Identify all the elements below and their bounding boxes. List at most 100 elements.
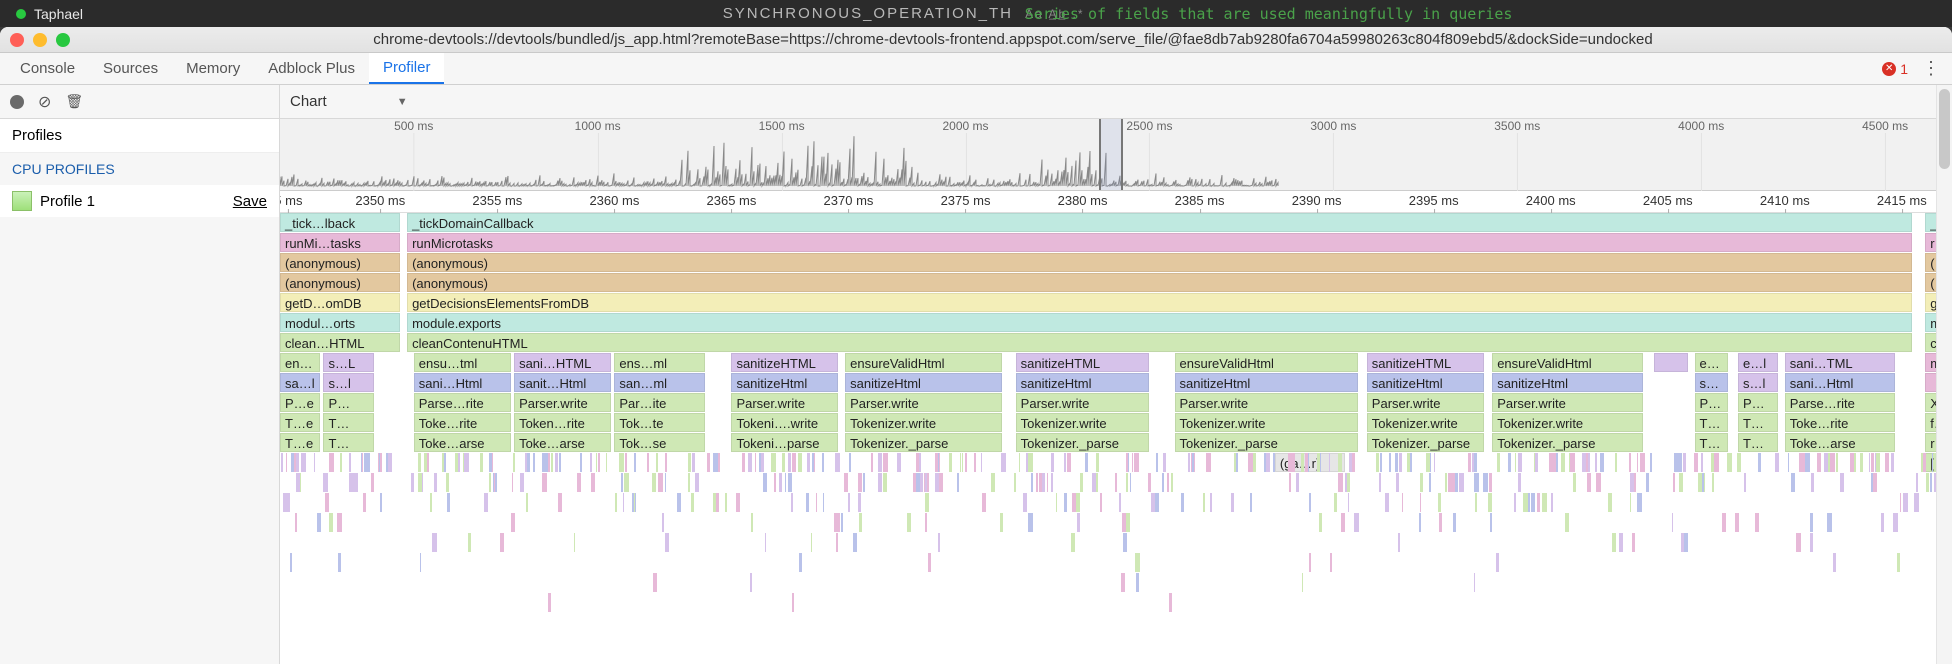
flame-bar[interactable]: module.exports	[407, 313, 1912, 332]
flame-bar[interactable]: P…	[1738, 393, 1778, 412]
tab-console[interactable]: Console	[6, 53, 89, 84]
flame-bar[interactable]: s…	[1695, 373, 1728, 392]
flame-bar[interactable]: Parser.write	[1492, 393, 1642, 412]
flame-bar[interactable]: T…	[1695, 413, 1728, 432]
flame-bar[interactable]: T…e	[280, 413, 320, 432]
flame-bar[interactable]: P…	[1695, 393, 1728, 412]
flame-ruler[interactable]: 5 ms2350 ms2355 ms2360 ms2365 ms2370 ms2…	[280, 191, 1952, 213]
flame-bar[interactable]: sanitizeHtml	[1367, 373, 1484, 392]
flame-bar[interactable]: Parse…rite	[414, 393, 511, 412]
flame-bar[interactable]: Tok…te	[614, 413, 704, 432]
flame-bar[interactable]: ensureValidHtml	[1492, 353, 1642, 372]
record-button[interactable]	[10, 95, 24, 109]
more-menu-button[interactable]: ⋮	[1916, 58, 1946, 79]
flame-bar[interactable]: e…l	[1738, 353, 1778, 372]
flame-bar[interactable]: modul…orts	[280, 313, 400, 332]
flame-bar[interactable]: Parser.write	[1175, 393, 1359, 412]
flame-bar[interactable]: T…e	[280, 433, 320, 452]
flame-bar[interactable]: sanit…Html	[514, 373, 611, 392]
window-titlebar[interactable]: chrome-devtools://devtools/bundled/js_ap…	[0, 27, 1952, 53]
flame-bar[interactable]: ens…ml	[614, 353, 704, 372]
flame-bar[interactable]: Parse…rite	[1785, 393, 1895, 412]
flame-bar[interactable]: Tokenizer._parse	[1175, 433, 1359, 452]
flame-bar[interactable]: sanitizeHtml	[845, 373, 1002, 392]
tab-sources[interactable]: Sources	[89, 53, 172, 84]
flame-bar[interactable]: sani…HTML	[514, 353, 611, 372]
flame-bar[interactable]: cleanContenuHTML	[407, 333, 1912, 352]
flame-bar[interactable]: getDecisionsElementsFromDB	[407, 293, 1912, 312]
flame-bar[interactable]: sani…Html	[1785, 373, 1895, 392]
flame-bar[interactable]: san…ml	[614, 373, 704, 392]
flame-bar[interactable]: sa…l	[280, 373, 320, 392]
flame-bar[interactable]: runMi…tasks	[280, 233, 400, 252]
overview-viewport-handle[interactable]	[1099, 119, 1122, 190]
flame-bar[interactable]: (anonymous)	[280, 273, 400, 292]
flame-bar[interactable]: Tokenizer.write	[1367, 413, 1484, 432]
delete-button[interactable]: 🗑	[65, 93, 83, 110]
flame-bar[interactable]: ensureValidHtml	[1175, 353, 1359, 372]
flame-bar[interactable]: Tokenizer._parse	[1492, 433, 1642, 452]
flame-bar[interactable]: Toke…arse	[1785, 433, 1895, 452]
fullscreen-window-button[interactable]	[56, 33, 70, 47]
flame-bar[interactable]: Tokeni…parse	[731, 433, 838, 452]
tab-adblock-plus[interactable]: Adblock Plus	[254, 53, 369, 84]
flame-bar[interactable]: Tokenizer.write	[845, 413, 1002, 432]
save-profile-link[interactable]: Save	[233, 193, 267, 210]
flame-bar[interactable]: (anonymous)	[280, 253, 400, 272]
flame-bar[interactable]: runMicrotasks	[407, 233, 1912, 252]
flame-bar[interactable]: sanitizeHtml	[1175, 373, 1359, 392]
flame-bar[interactable]: sanitizeHtml	[1016, 373, 1150, 392]
flame-bar[interactable]: Toke…arse	[414, 433, 511, 452]
flame-bar[interactable]: Parser.write	[845, 393, 1002, 412]
flame-bar[interactable]: T…	[323, 433, 373, 452]
flame-bar[interactable]: sanitizeHTML	[1016, 353, 1150, 372]
flame-chart[interactable]: _tick…lback_tickDomainCallback_…krunMi…t…	[280, 213, 1952, 664]
flame-bar[interactable]: Tok…se	[614, 433, 704, 452]
flame-bar[interactable]: Tokenizer._parse	[1367, 433, 1484, 452]
flame-bar[interactable]: sani…TML	[1785, 353, 1895, 372]
flame-bar[interactable]: Parser.write	[731, 393, 838, 412]
tab-profiler[interactable]: Profiler	[369, 53, 445, 84]
window-traffic-lights[interactable]	[10, 33, 70, 47]
flame-bar[interactable]: Tokenizer._parse	[1016, 433, 1150, 452]
flame-bar[interactable]: Tokenizer.write	[1492, 413, 1642, 432]
flame-bar[interactable]: sanitizeHTML	[731, 353, 838, 372]
flame-bar[interactable]: clean…HTML	[280, 333, 400, 352]
flame-bar[interactable]: Toke…arse	[514, 433, 611, 452]
timeline-overview[interactable]: 500 ms1000 ms1500 ms2000 ms2500 ms3000 m…	[280, 119, 1952, 191]
view-dropdown[interactable]: Chart ▼	[290, 93, 408, 110]
close-window-button[interactable]	[10, 33, 24, 47]
profile-row[interactable]: Profile 1 Save	[0, 185, 279, 217]
flame-bar[interactable]: s…l	[323, 373, 373, 392]
flame-bar[interactable]: sanitizeHtml	[731, 373, 838, 392]
flame-bar[interactable]: Parser.write	[1016, 393, 1150, 412]
flame-bar[interactable]: en…l	[280, 353, 320, 372]
flame-bar[interactable]: P…e	[280, 393, 320, 412]
flame-bar[interactable]: Tokenizer._parse	[845, 433, 1002, 452]
minimize-window-button[interactable]	[33, 33, 47, 47]
flame-bar[interactable]: e…	[1695, 353, 1728, 372]
flame-bar[interactable]: ensureValidHtml	[845, 353, 1002, 372]
vertical-scrollbar[interactable]	[1936, 85, 1952, 664]
flame-bar[interactable]: Tokenizer.write	[1016, 413, 1150, 432]
flame-bar[interactable]: Tokeni….write	[731, 413, 838, 432]
flame-bar[interactable]: sanitizeHTML	[1367, 353, 1484, 372]
flame-bar[interactable]: Par…ite	[614, 393, 704, 412]
flame-bar[interactable]: Toke…rite	[1785, 413, 1895, 432]
flame-bar[interactable]: _tickDomainCallback	[407, 213, 1912, 232]
flame-bar[interactable]: getD…omDB	[280, 293, 400, 312]
flame-bar[interactable]: Parser.write	[1367, 393, 1484, 412]
scrollbar-thumb[interactable]	[1939, 89, 1950, 169]
flame-bar[interactable]: T…	[1738, 413, 1778, 432]
flame-bar[interactable]: sani…Html	[414, 373, 511, 392]
flame-bar[interactable]: Tokenizer.write	[1175, 413, 1359, 432]
flame-bar[interactable]: T…	[1738, 433, 1778, 452]
flame-bar[interactable]: T…	[1695, 433, 1728, 452]
flame-bar[interactable]: P…	[323, 393, 373, 412]
flame-bar[interactable]: ensu…tml	[414, 353, 511, 372]
flame-bar[interactable]	[1654, 353, 1687, 372]
flame-bar[interactable]: T…	[323, 413, 373, 432]
flame-bar[interactable]: Token…rite	[514, 413, 611, 432]
flame-bar[interactable]: Parser.write	[514, 393, 611, 412]
flame-bar[interactable]: s…L	[323, 353, 373, 372]
